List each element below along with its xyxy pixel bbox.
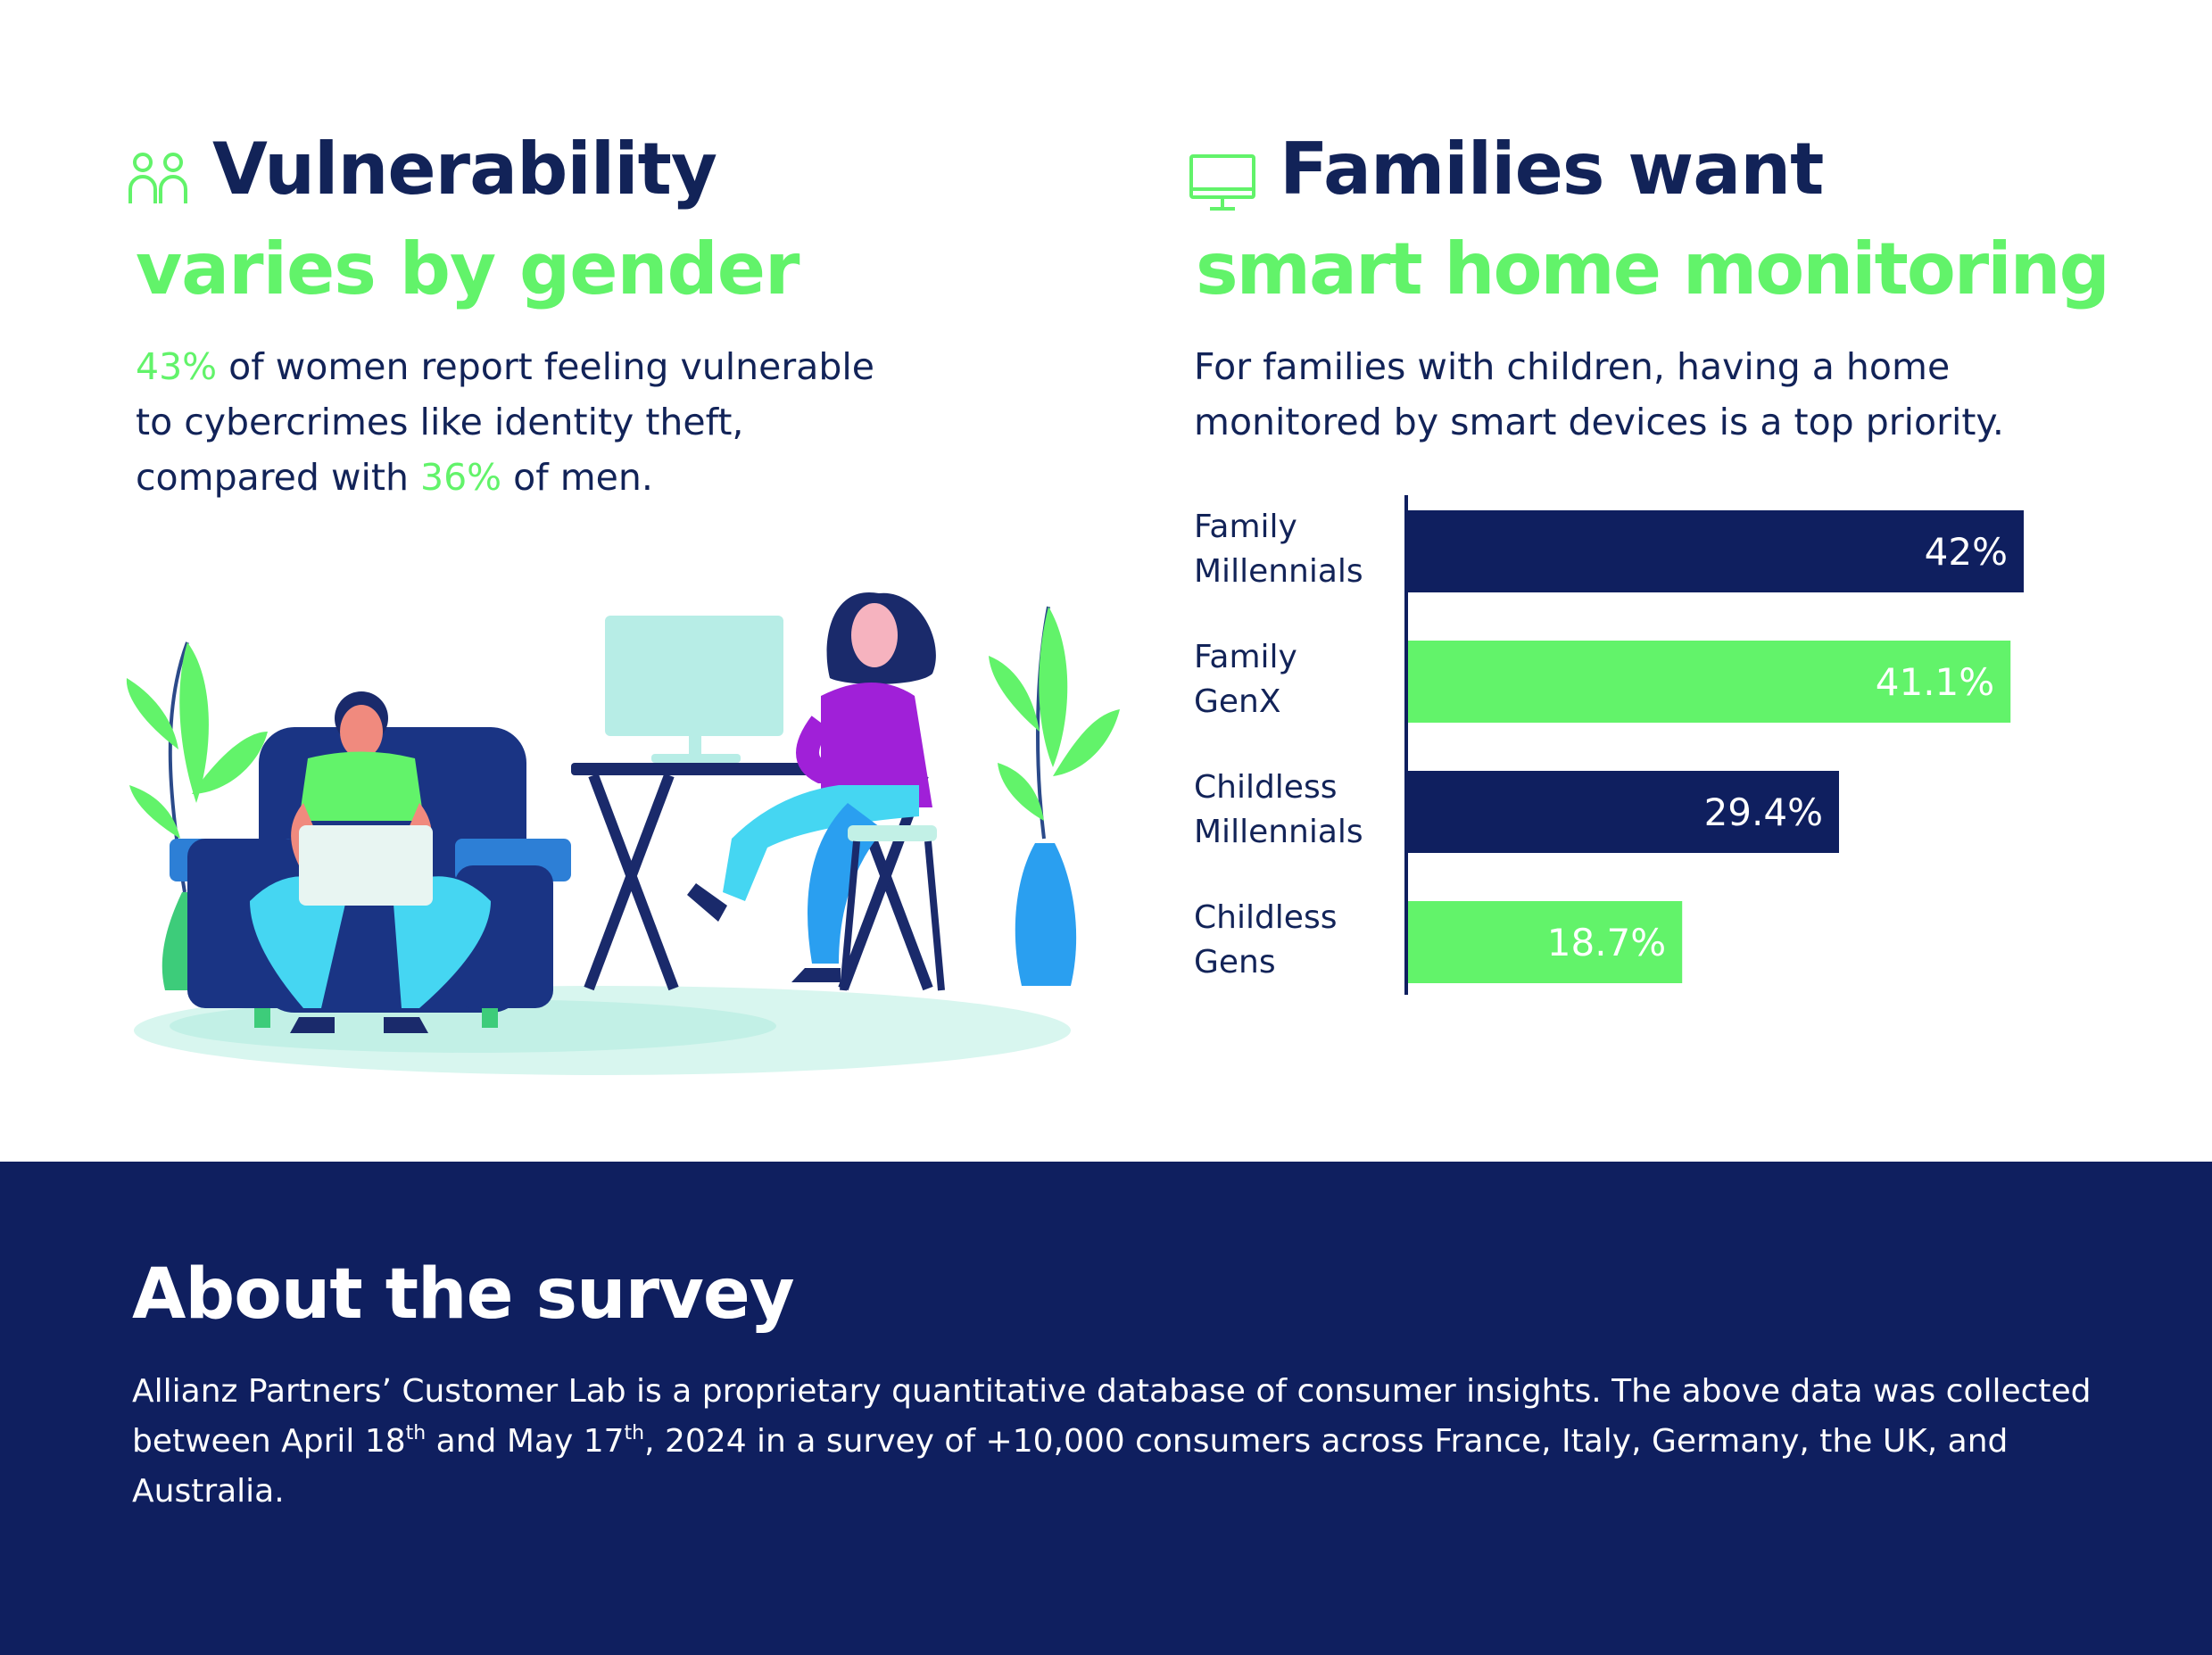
left-body-part1: of women report feeling vulnerable to cy…	[136, 345, 874, 499]
left-title-line1: Vulnerability	[212, 128, 717, 211]
footer-panel	[0, 1162, 2212, 1655]
category-label-0-0: Family	[1194, 509, 1297, 545]
footer-sup2: th	[624, 1422, 645, 1444]
women-percentage: 43%	[136, 345, 218, 388]
bar-value-label-0: 42%	[1925, 530, 2008, 574]
bar-3	[1408, 901, 1683, 983]
footer-title: About the survey	[132, 1254, 795, 1335]
category-label-1-0: Family	[1194, 639, 1297, 675]
left-title-line2: varies by gender	[136, 228, 799, 310]
footer-sup1: th	[405, 1422, 427, 1444]
bar-value-label-3: 18.7%	[1547, 921, 1666, 964]
category-label-3-1: Gens	[1194, 944, 1276, 981]
category-label-3-0: Childless	[1194, 899, 1337, 936]
category-label-1-1: GenX	[1194, 683, 1281, 720]
footer-body-part2: and May 17	[426, 1423, 625, 1460]
bar-value-label-2: 29.4%	[1704, 790, 1823, 834]
footer-body-text: Allianz Partners’ Customer Lab is a prop…	[132, 1367, 2095, 1517]
people-working-illustration	[126, 592, 1120, 1075]
left-body-part2: of men.	[501, 456, 653, 499]
bar-0	[1408, 510, 2024, 592]
bar-2	[1408, 771, 1839, 853]
right-title-line1: Families want	[1280, 128, 1824, 211]
bar-1	[1408, 641, 2011, 723]
bar-value-label-1: 41.1%	[1876, 660, 1994, 704]
category-label-2-0: Childless	[1194, 769, 1337, 806]
monitor-icon	[1189, 154, 1255, 211]
men-percentage: 36%	[419, 456, 502, 499]
left-body-text: 43% of women report feeling vulnerable t…	[136, 339, 921, 505]
right-title-line2: smart home monitoring	[1196, 228, 2110, 310]
footer-body-part3: , 2024 in a survey of +10,000 consumers …	[132, 1423, 2009, 1510]
category-label-2-1: Millennials	[1194, 814, 1363, 850]
people-icon	[128, 153, 187, 203]
category-label-0-1: Millennials	[1194, 553, 1363, 590]
footer-body-part1: Allianz Partners’ Customer Lab is a prop…	[132, 1373, 2092, 1460]
bar-chart: 42% Family Millennials 41.1% Family GenX 29.4%…	[1194, 495, 2024, 995]
right-body-text: For families with children, having a hom…	[1194, 345, 2004, 443]
